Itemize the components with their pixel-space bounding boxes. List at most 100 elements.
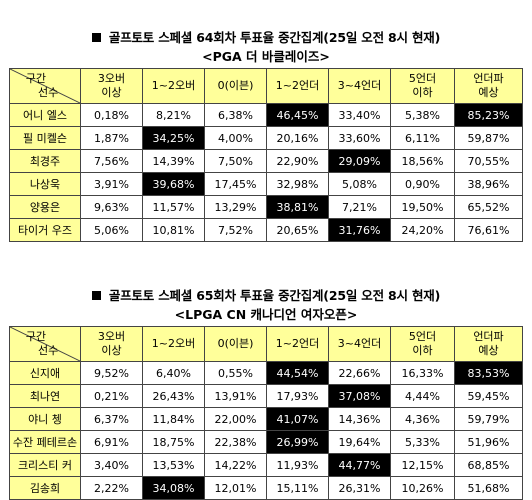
vote-rate-cell: 20,65% [266,218,329,242]
vote-rate-cell: 11,84% [142,407,205,431]
vote-rate-cell: 13,29% [204,195,267,219]
header-row: 구간 선수 3오버 이상 1~2오버 0(이븐) 1~2언더 3~4언더 5언더 이하 언더파 예상 [9,326,523,362]
vote-rate-table: 구간 선수 3오버 이상 1~2오버 0(이븐) 1~2언더 3~4언더 5언더 이하 언더파 예상 어… [9,68,523,242]
vote-rate-cell: 18,56% [390,149,455,173]
table-row: 필 미켈슨 1,87% 34,25% 4,00% 20,16% 33,60% 6,11% 59… [9,126,523,150]
vote-rate-cell: 12,01% [204,476,267,500]
table-subtitle: <PGA 더 바클레이즈> [202,49,330,64]
column-header: 0(이븐) [204,68,267,104]
vote-rate-cell: 31,76% [328,218,391,242]
square-bullet-icon [91,291,101,300]
vote-rate-cell: 51,96% [454,430,523,454]
vote-rate-cell: 2,22% [80,476,143,500]
diagonal-divider [10,327,80,361]
vote-rate-cell: 4,44% [390,384,455,408]
table-row: 김송희 2,22% 34,08% 12,01% 15,11% 26,31% 10,26% 51… [9,476,523,500]
vote-rate-cell: 3,91% [80,172,143,196]
vote-rate-cell: 24,20% [390,218,455,242]
column-header: 1~2언더 [266,326,329,362]
vote-rate-cell: 9,63% [80,195,143,219]
table-row: 어니 엘스 0,18% 8,21% 6,38% 46,45% 33,40% 5,38% 85,… [9,103,523,127]
player-name: 타이거 우즈 [9,218,81,242]
vote-rate-cell: 6,40% [142,361,205,385]
vote-rate-cell: 4,00% [204,126,267,150]
table-row: 수잔 페테르손 6,91% 18,75% 22,38% 26,99% 19,64% 5,33… [9,430,523,454]
corner-label-player: 선수 [38,344,59,357]
vote-rate-cell: 22,66% [328,361,391,385]
vote-rate-cell: 70,55% [454,149,523,173]
corner-label-range: 구간 [25,330,46,343]
table-row: 나상욱 3,91% 39,68% 17,45% 32,98% 5,08% 0,90% 38,9… [9,172,523,196]
vote-rate-cell: 4,36% [390,407,455,431]
vote-rate-cell: 33,40% [328,103,391,127]
vote-rate-cell: 6,91% [80,430,143,454]
vote-rate-cell: 46,45% [266,103,329,127]
vote-rate-cell: 22,00% [204,407,267,431]
vote-rate-cell: 6,11% [390,126,455,150]
corner-label-range: 구간 [25,72,46,85]
vote-rate-cell: 85,23% [454,103,523,127]
vote-rate-cell: 17,45% [204,172,267,196]
vote-rate-cell: 33,60% [328,126,391,150]
diagonal-divider [10,69,80,103]
table-row: 야니 쳉 6,37% 11,84% 22,00% 41,07% 14,36% 4,36% 59… [9,407,523,431]
vote-rate-cell: 76,61% [454,218,523,242]
title-text: 골프토토 스페셜 64회차 투표율 중간집계(25일 오전 8시 현재) [108,30,441,45]
player-name: 최나연 [9,384,81,408]
vote-rate-cell: 16,33% [390,361,455,385]
vote-rate-cell: 9,52% [80,361,143,385]
vote-rate-cell: 13,53% [142,453,205,477]
vote-rate-cell: 12,15% [390,453,455,477]
vote-rate-cell: 34,08% [142,476,205,500]
corner-header: 구간 선수 [9,326,81,362]
vote-rate-cell: 14,36% [328,407,391,431]
table-row: 최경주 7,56% 14,39% 7,50% 22,90% 29,09% 18,56% 70,… [9,149,523,173]
corner-header: 구간 선수 [9,68,81,104]
vote-rate-cell: 1,87% [80,126,143,150]
column-header: 언더파 예상 [454,326,523,362]
column-header: 3~4언더 [328,68,391,104]
vote-rate-cell: 38,96% [454,172,523,196]
vote-rate-cell: 0,21% [80,384,143,408]
column-header: 3오버 이상 [80,326,143,362]
player-name: 필 미켈슨 [9,126,81,150]
vote-rate-cell: 10,81% [142,218,205,242]
vote-rate-cell: 26,99% [266,430,329,454]
vote-rate-cell: 11,93% [266,453,329,477]
table-subtitle: <LPGA CN 캐나디언 여자오픈> [174,307,358,322]
column-header: 3~4언더 [328,326,391,362]
player-name: 수잔 페테르손 [9,430,81,454]
vote-rate-cell: 32,98% [266,172,329,196]
column-header: 1~2언더 [266,68,329,104]
vote-rate-cell: 14,39% [142,149,205,173]
square-bullet-icon [91,33,101,42]
vote-rate-cell: 44,77% [328,453,391,477]
vote-rate-cell: 5,33% [390,430,455,454]
vote-rate-cell: 41,07% [266,407,329,431]
vote-rate-cell: 5,06% [80,218,143,242]
vote-rate-cell: 83,53% [454,361,523,385]
vote-rate-cell: 0,18% [80,103,143,127]
column-header: 0(이븐) [204,326,267,362]
table-row: 타이거 우즈 5,06% 10,81% 7,52% 20,65% 31,76% 24,20%… [9,218,523,242]
vote-rate-cell: 20,16% [266,126,329,150]
player-name: 어니 엘스 [9,103,81,127]
vote-rate-cell: 13,91% [204,384,267,408]
corner-label-player: 선수 [38,86,59,99]
vote-rate-cell: 39,68% [142,172,205,196]
player-name: 나상욱 [9,172,81,196]
column-header: 언더파 예상 [454,68,523,104]
column-header: 5언더 이하 [390,68,455,104]
vote-rate-cell: 59,87% [454,126,523,150]
vote-rate-cell: 68,85% [454,453,523,477]
vote-rate-cell: 37,08% [328,384,391,408]
table-row: 크리스티 커 3,40% 13,53% 14,22% 11,93% 44,77% 12,15… [9,453,523,477]
vote-rate-cell: 7,52% [204,218,267,242]
vote-rate-cell: 7,50% [204,149,267,173]
vote-rate-cell: 26,31% [328,476,391,500]
table-row: 양용은 9,63% 11,57% 13,29% 38,81% 7,21% 19,50% 65,… [9,195,523,219]
vote-rate-cell: 5,08% [328,172,391,196]
vote-rate-cell: 38,81% [266,195,329,219]
vote-rate-cell: 22,90% [266,149,329,173]
vote-rate-cell: 22,38% [204,430,267,454]
